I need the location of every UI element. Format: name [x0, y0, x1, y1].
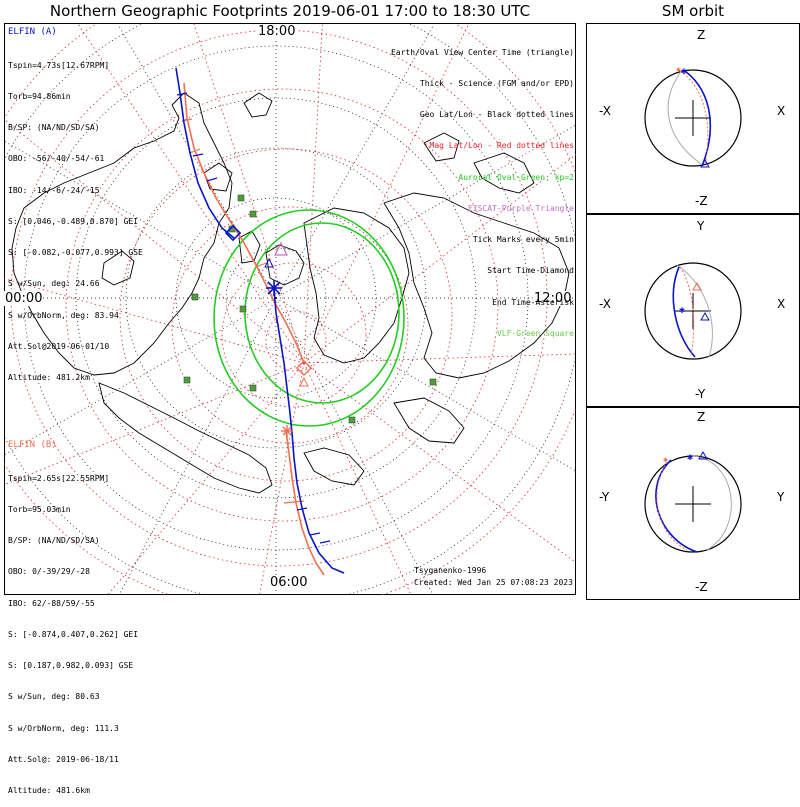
- sm-orbit-title: SM orbit: [661, 2, 725, 20]
- elfin-a-line: Tspin=4.73s[12.67RPM]: [8, 60, 110, 70]
- sm2-right: X: [777, 297, 786, 311]
- sm1-top: Z: [697, 28, 706, 42]
- legend-item: Thick - Science (FGM and/or EPD): [419, 79, 574, 89]
- legend-item: Auroral Oval-Green, kp=2: [458, 172, 574, 182]
- elfin-b-line: S: [-0.874,0.407,0.262] GEI: [8, 629, 139, 639]
- elfin-b-line: B/SP: (NA/ND/SD/SA): [8, 536, 100, 546]
- elfin-b-view-triangle: [299, 376, 309, 387]
- legend: Earth/Oval View Center Time (triangle) T…: [391, 27, 574, 350]
- sm1-left: -X: [599, 104, 611, 118]
- elfin-b-line: Torb=95.03min: [8, 505, 71, 515]
- auroral-oval: [213, 209, 405, 427]
- sm3-top: Z: [697, 410, 706, 424]
- sm-panel-xz-plot: ✱ ✱: [644, 65, 742, 168]
- elfin-b-line: S w/OrbNorm, deg: 111.3: [8, 723, 119, 733]
- legend-item: Mag Lat/Lon - Red dotted lines: [429, 141, 575, 151]
- created-credit: Created: Wed Jan 25 07:08:23 2023: [414, 578, 573, 587]
- sm2-bottom: -Y: [695, 387, 706, 401]
- elfin-a-title: ELFIN (A): [8, 27, 57, 37]
- clock-label-right: 12:00: [533, 291, 573, 306]
- elfin-a-end-asterisk: [266, 280, 282, 296]
- sm1-bottom: -Z: [695, 194, 708, 208]
- elfin-a-view-triangle: [264, 257, 274, 268]
- sm2-left: -X: [599, 297, 611, 311]
- model-credit: Tsyganenko-1996: [414, 566, 487, 575]
- elfin-b-line: OBO: 0/-39/29/-28: [8, 567, 90, 577]
- elfin-a-info: Tspin=4.73s[12.67RPM] Torb=94.86min B/SP…: [8, 40, 143, 394]
- svg-text:✱: ✱: [663, 455, 668, 464]
- eiscat-triangle: [274, 241, 288, 256]
- svg-text:✱: ✱: [679, 305, 685, 316]
- elfin-a-line: Torb=94.86min: [8, 92, 71, 102]
- clock-label-bottom: 06:00: [269, 575, 309, 590]
- elfin-b-line: Altitude: 481.6km: [8, 786, 90, 795]
- sm-panel-xy: ✱ Y -Y -X X: [586, 214, 800, 407]
- clock-label-left: 00:00: [4, 291, 44, 306]
- elfin-a-line: S w/OrbNorm, deg: 83.94: [8, 310, 119, 320]
- footprint-map-frame: [4, 23, 576, 595]
- sm-panel-xy-plot: ✱: [644, 262, 742, 360]
- elfin-a-line: B/SP: (NA/ND/SD/SA): [8, 123, 100, 133]
- elfin-b-title: ELFIN (B): [8, 440, 57, 450]
- elfin-b-line: S: [0.187,0.982,0.093] GSE: [8, 661, 134, 671]
- sm-panel-yz: ✱ ✱ Z -Z -Y Y: [586, 407, 800, 600]
- legend-item: Start Time-Diamond: [487, 266, 574, 276]
- coastlines: [11, 92, 570, 494]
- legend-item: EISCAT-Purple Triangle: [468, 203, 574, 213]
- elfin-a-line: OBO: -56/-40/-54/-61: [8, 154, 105, 164]
- elfin-a-ticks: [176, 92, 331, 544]
- elfin-a-line: IBO: -14/-6/-24/-15: [8, 185, 100, 195]
- sm2-top: Y: [697, 219, 705, 233]
- elfin-a-track: [175, 67, 345, 574]
- elfin-a-line: S w/Sun, deg: 24.66: [8, 279, 100, 289]
- svg-text:✱: ✱: [676, 65, 681, 74]
- clock-label-top: 18:00: [257, 24, 297, 39]
- elfin-b-track: [183, 82, 325, 576]
- elfin-a-start-diamond: [224, 224, 242, 242]
- sm3-right: Y: [777, 490, 785, 504]
- elfin-a-line: Att.Sol@2019-06-01/10: [8, 341, 110, 351]
- elfin-b-line: IBO: 62/-88/59/-55: [8, 598, 95, 608]
- svg-text:✱: ✱: [681, 66, 687, 77]
- legend-item: Tick Marks every 5min: [472, 235, 574, 245]
- legend-item: End Time-Asterisk: [492, 297, 574, 307]
- legend-item: Geo Lat/Lon - Black dotted lines: [419, 110, 574, 120]
- elfin-a-line: S: [0.046,-0.489,0.870] GEI: [8, 216, 139, 226]
- elfin-b-line: Att.Sol@: 2019-06-18/11: [8, 754, 119, 764]
- sm3-bottom: -Z: [695, 580, 708, 594]
- sm-panel-yz-plot: ✱ ✱: [644, 450, 742, 553]
- legend-item: VLF-Green Square: [496, 328, 574, 338]
- sm3-left: -Y: [599, 490, 610, 504]
- elfin-a-line: Altitude: 481.2km: [8, 373, 90, 382]
- elfin-b-line: S w/Sun, deg: 80.63: [8, 692, 100, 702]
- elfin-b-info: Tspin=2.65s[22.55RPM] Torb=95.03min B/SP…: [8, 453, 138, 807]
- sm-panel-xz: ✱ ✱ Z -Z -X X: [586, 23, 800, 214]
- elfin-b-start-diamond: [295, 359, 313, 377]
- elfin-a-line: S: [-0.082,-0.077,0.993] GSE: [8, 248, 143, 258]
- svg-text:✱: ✱: [687, 452, 693, 463]
- mag-longitude-lines: [4, 23, 576, 595]
- plot-title: Northern Geographic Footprints 2019-06-0…: [49, 2, 531, 20]
- legend-item: Earth/Oval View Center Time (triangle): [390, 47, 574, 57]
- vlf-stations: [183, 194, 437, 424]
- sm1-right: X: [777, 104, 786, 118]
- elfin-b-end-asterisk: [281, 425, 293, 437]
- elfin-b-line: Tspin=2.65s[22.55RPM]: [8, 473, 110, 483]
